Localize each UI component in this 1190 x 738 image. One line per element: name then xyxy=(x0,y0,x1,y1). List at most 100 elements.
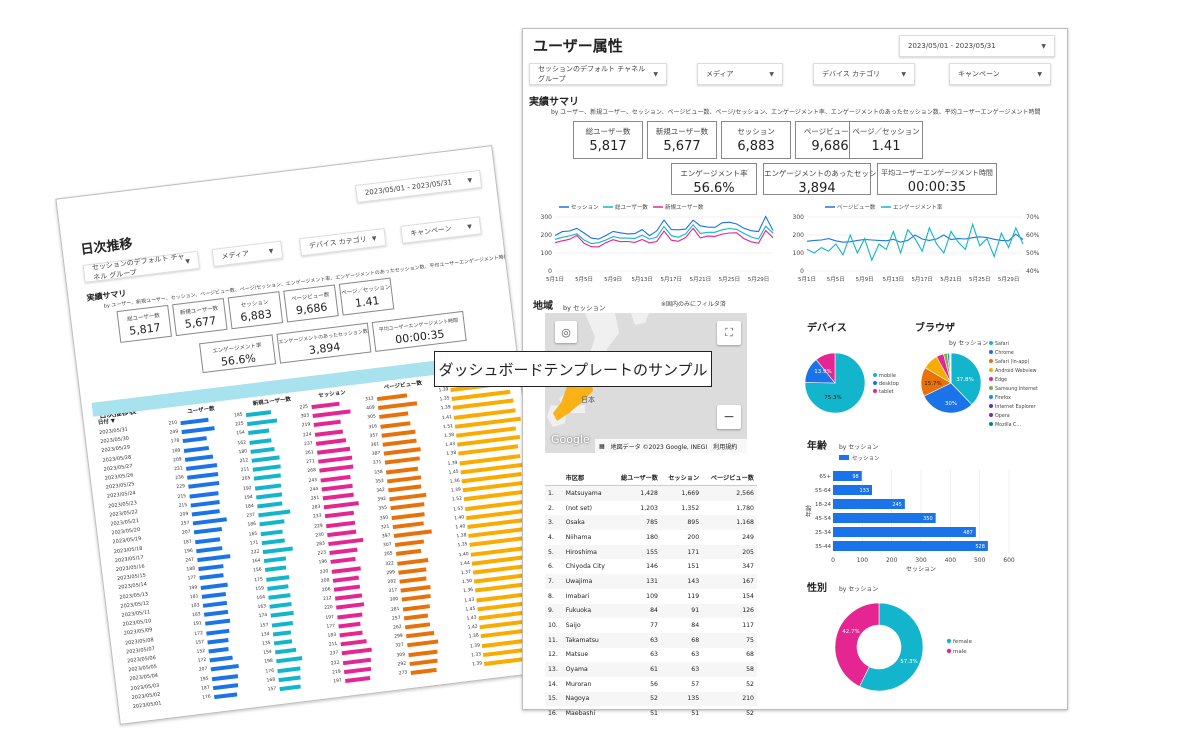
gender-donut-chart: 57.3% 42.7% female male xyxy=(834,602,973,692)
kpi-engagement-rate: エンゲージメント率 56.6% xyxy=(199,334,277,374)
map-zoom-out-button[interactable]: − xyxy=(717,405,741,429)
filter-label: キャンペーン xyxy=(958,70,1000,78)
table-cell-bar xyxy=(323,501,360,510)
table-cell: 8. xyxy=(548,592,554,600)
table-cell-value: 268 xyxy=(307,468,317,475)
y-tick-label: 35-44 xyxy=(815,544,831,550)
table-cell-bar xyxy=(321,483,353,492)
table-cell: 3. xyxy=(545,515,563,531)
table-cell-bar xyxy=(403,613,429,621)
table-cell-value: 198 xyxy=(264,659,274,666)
filter-medium[interactable]: メディア ▼ xyxy=(211,240,284,267)
table-cell-value: 1.39 xyxy=(447,460,458,467)
table-cell-bar xyxy=(382,438,418,447)
table-header[interactable]: 市区郡 xyxy=(562,469,614,486)
table-cell-value: 186 xyxy=(247,522,257,529)
table-cell-bar xyxy=(407,639,439,648)
filter-campaign[interactable]: キャンペーン ▼ xyxy=(400,216,482,244)
x-tick-label: 600 xyxy=(1003,557,1015,564)
date-range-control[interactable]: 2023/05/01 - 2023/05/31 ▼ xyxy=(899,35,1055,57)
table-cell-bar xyxy=(276,656,303,664)
table-cell-value: 183 xyxy=(191,612,202,619)
table-cell-bar xyxy=(395,549,422,557)
table-cell-bar xyxy=(275,648,296,655)
table-cell-bar xyxy=(328,537,364,547)
kpi-sessions: セッション 6,883 xyxy=(227,291,284,330)
table-header[interactable]: セッション xyxy=(317,389,347,400)
legend-swatch xyxy=(989,377,993,381)
table-cell-bar xyxy=(408,649,438,657)
table-cell-value: 225 xyxy=(299,404,309,411)
table-cell-bar xyxy=(211,673,239,681)
table-cell-value: 309 xyxy=(396,652,406,659)
legend-label: エンゲージメント率 xyxy=(893,203,943,211)
table-cell-value: 350 xyxy=(379,515,389,522)
table-cell: 131 xyxy=(613,574,661,589)
table-header[interactable]: セッション xyxy=(660,469,703,486)
table-header[interactable]: ユーザー数 xyxy=(186,405,215,416)
bar-data-label: 98 xyxy=(852,474,858,480)
filter-campaign[interactable]: キャンペーン ▼ xyxy=(949,63,1051,85)
map-heat-region xyxy=(553,379,593,421)
date-range-control[interactable]: 2023/05/01 - 2023/05/31 ▼ xyxy=(354,169,483,204)
table-cell-value: 1.45 xyxy=(448,469,459,476)
table-cell-value: 196 xyxy=(184,548,194,555)
filter-device-category[interactable]: デバイス カテゴリ ▼ xyxy=(298,227,387,257)
table-cell-bar xyxy=(182,436,207,444)
table-cell: 785 xyxy=(613,515,661,531)
table-header[interactable]: ページビュー数 xyxy=(702,469,757,486)
table-row: 4. Niihama 180 200 249 xyxy=(545,530,757,545)
table-cell: 52 xyxy=(746,680,754,688)
kpi-value: 5,817 xyxy=(589,139,627,154)
table-cell-value: 409 xyxy=(365,405,376,412)
table-cell-bar xyxy=(249,437,272,445)
kpi-pageviews: ページビュー数 9,686 xyxy=(283,284,339,323)
table-cell-value: 313 xyxy=(364,396,375,403)
table-cell-value: 237 xyxy=(329,651,339,658)
map-terms-link[interactable]: 利用規約 xyxy=(713,443,738,451)
table-cell-bar xyxy=(378,401,418,411)
kpi-label: エンゲージメントのあったセッション数 xyxy=(764,169,899,178)
table-cell: 180 xyxy=(646,533,658,541)
legend-swatch xyxy=(839,455,849,460)
map-location-button[interactable]: ◎ xyxy=(555,321,577,343)
legend-label: Samsung Internet xyxy=(995,386,1038,392)
table-cell: 63 xyxy=(650,651,658,659)
table-cell-value: 178 xyxy=(170,438,180,445)
table-cell-value: 244 xyxy=(309,486,319,493)
pie-data-label: 15.7% xyxy=(924,381,941,387)
table-cell-value: 183 xyxy=(327,632,337,639)
table-cell-value: 223 xyxy=(317,550,327,557)
filter-channel-group[interactable]: セッションのデフォルト チャネル グループ ▼ xyxy=(529,63,667,85)
table-row: 16. Maebashi 51 51 52 xyxy=(545,706,757,721)
table-cell-value: 159 xyxy=(255,586,265,593)
filter-device-category[interactable]: デバイス カテゴリ ▼ xyxy=(813,63,915,85)
table-cell-value: 321 xyxy=(380,524,390,531)
table-cell-value: 165 xyxy=(248,531,258,538)
kpi-value: 3,894 xyxy=(798,181,836,196)
table-row-date: 2023/05/23 xyxy=(107,499,138,510)
map-fullscreen-button[interactable]: ⛶ xyxy=(717,321,741,345)
x-tick-label: 5月21日 xyxy=(940,276,962,283)
table-cell-value: 261 xyxy=(304,450,315,457)
table-cell-value: 188 xyxy=(186,566,196,573)
filter-medium[interactable]: メディア ▼ xyxy=(697,63,783,85)
kpi-engagement-rate: エンゲージメント率 56.6% xyxy=(671,163,757,196)
table-cell-bar xyxy=(255,492,283,500)
filter-label: メディア xyxy=(221,249,250,261)
table-cell-bar xyxy=(311,401,340,410)
table-cell: 15. xyxy=(545,691,563,707)
table-header[interactable]: 日付 ▼ xyxy=(97,418,116,427)
table-cell-value: 247 xyxy=(185,557,195,564)
legend-label: セッション xyxy=(852,455,880,462)
table-cell-value: 237 xyxy=(246,513,256,520)
table-cell-bar xyxy=(197,554,231,563)
chevron-down-icon: ▼ xyxy=(901,70,906,78)
x-tick-label: 5月1日 xyxy=(546,276,564,283)
age-bar xyxy=(833,541,988,551)
legend-label: male xyxy=(953,649,967,655)
legend-swatch xyxy=(946,648,952,654)
table-cell-bar xyxy=(332,575,359,583)
table-cell-value: 1.38 xyxy=(456,533,467,540)
table-header[interactable]: 総ユーザー数 xyxy=(613,469,661,486)
